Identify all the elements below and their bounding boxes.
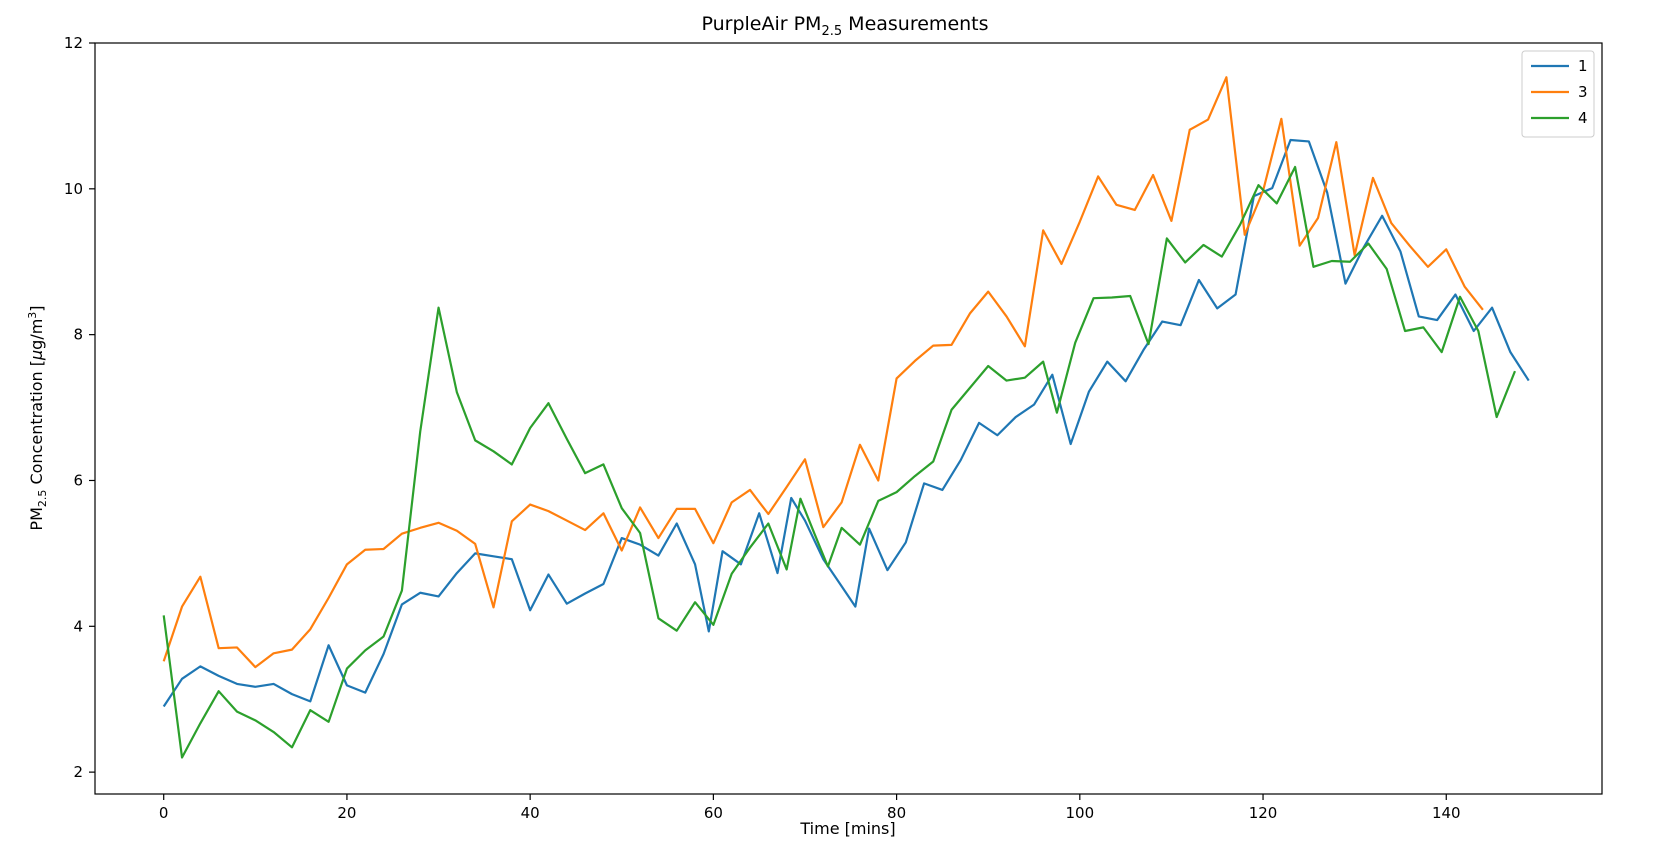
series-line-3 [162,76,1484,669]
y-axis-label: PM2.5 Concentration [μg/m3] [26,305,49,530]
y-tick-label: 6 [73,471,83,489]
ylabel-suffix: Concentration [ [27,360,46,490]
y-tick-label: 12 [64,34,83,52]
x-tick-label: 40 [521,804,540,822]
y-tick-label: 2 [73,763,83,781]
title-main: PurpleAir PM [701,13,821,35]
legend-label-3: 3 [1578,83,1588,101]
y-axis: 2 4 6 8 10 12 [64,34,95,781]
plot-lines [162,76,1530,759]
x-tick-label: 20 [337,804,356,822]
x-tick-label: 80 [887,804,906,822]
legend-label-1: 1 [1578,57,1588,75]
legend-label-4: 4 [1578,109,1588,127]
title-suffix: Measurements [842,13,988,35]
x-axis: 0 20 40 60 80 100 120 140 [159,794,1461,822]
x-tick-label: 120 [1249,804,1278,822]
x-tick-label: 60 [704,804,723,822]
ylabel-main: PM [27,507,46,530]
legend: 1 3 4 [1521,50,1595,138]
x-tick-label: 0 [159,804,169,822]
y-tick-label: 4 [73,617,83,635]
x-tick-label: 100 [1065,804,1094,822]
ylabel-superscript: 3 [26,312,39,319]
legend-box [1521,50,1595,138]
title-subscript: 2.5 [821,24,842,39]
ylabel-subscript: 2.5 [36,490,49,508]
x-axis-label: Time [mins] [799,819,895,838]
x-tick-label: 140 [1432,804,1461,822]
ylabel-mu: μ [27,350,46,361]
y-tick-label: 8 [73,326,83,344]
ylabel-unit: g/m [27,319,46,350]
series-line-1 [162,138,1530,708]
ylabel-close: ] [27,305,46,311]
chart-title: PurpleAir PM2.5 Measurements [701,13,988,39]
plot-frame [94,42,1603,795]
series-line-4 [162,165,1516,759]
y-tick-label: 10 [64,180,83,198]
